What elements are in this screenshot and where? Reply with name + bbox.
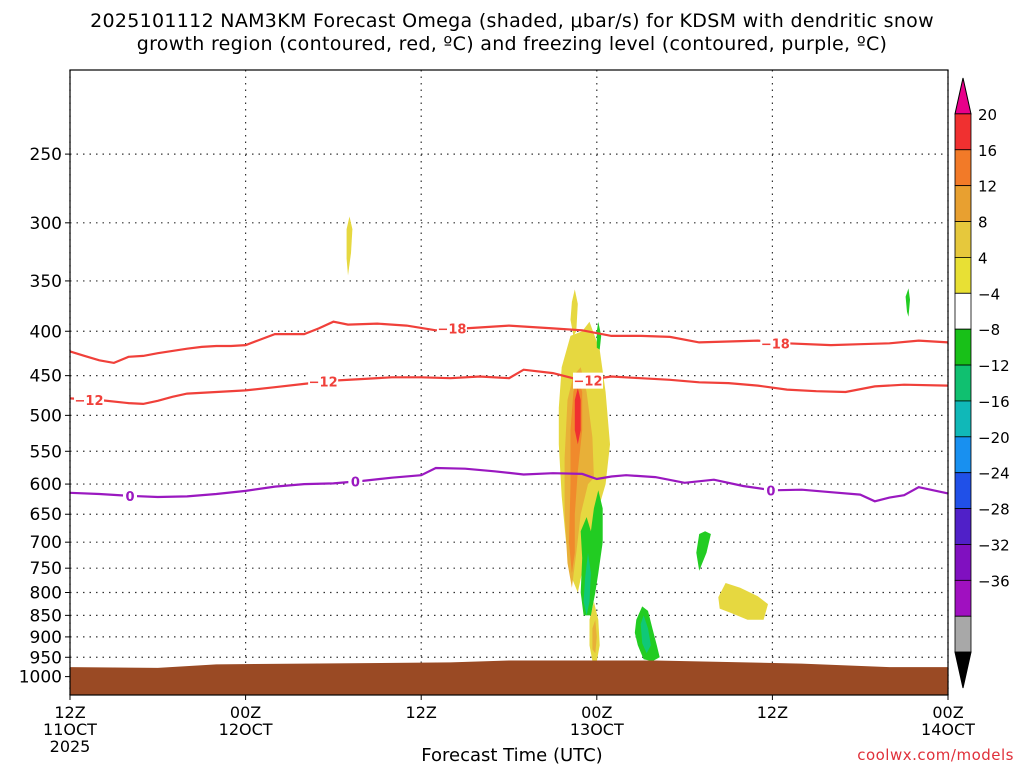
- y-tick-label: 700: [30, 533, 62, 553]
- y-tick-label: 450: [30, 367, 62, 387]
- omega-region-1: [570, 289, 578, 336]
- chart-title-line2: growth region (contoured, red, ºC) and f…: [136, 33, 888, 55]
- x-axis-title: Forecast Time (UTC): [421, 745, 603, 766]
- y-tick-label: 900: [30, 628, 62, 648]
- y-tick-label: 1000: [19, 668, 62, 688]
- x-tick-label: 14OCT: [921, 720, 975, 739]
- colorbar-segment: [954, 185, 972, 222]
- y-tick-label: 650: [30, 505, 62, 525]
- colorbar-label: −32: [978, 536, 1010, 554]
- colorbar-segment: [954, 113, 972, 151]
- colorbar-label: −16: [978, 393, 1010, 411]
- y-tick-label: 850: [30, 606, 62, 626]
- contour-label-bg: [573, 372, 604, 389]
- omega-region-13: [640, 615, 651, 654]
- contour-label-bg: [348, 473, 363, 490]
- plot-frame: [69, 69, 949, 696]
- contour-label: −18: [437, 322, 466, 337]
- colorbar-segment: [954, 436, 972, 474]
- colorbar-label: −36: [978, 572, 1010, 590]
- contour-label: −12: [75, 394, 104, 409]
- colorbar-segment: [954, 292, 972, 330]
- x-tick-label: 12Z: [54, 703, 85, 722]
- omega-region-7: [592, 619, 597, 654]
- y-tick-label: 800: [30, 584, 62, 604]
- chart-title-line1: 2025101112 NAM3KM Forecast Omega (shaded…: [90, 10, 934, 32]
- colorbar-segment: [954, 544, 972, 581]
- colorbar-label: −20: [978, 429, 1010, 447]
- contour-line-2: [69, 466, 949, 503]
- y-tick-label: 400: [30, 322, 62, 342]
- x-tick-label: 11OCT: [43, 720, 97, 739]
- y-tick-label: 600: [30, 475, 62, 495]
- colorbar-segment: [954, 508, 972, 545]
- contour-label-bg: [308, 373, 339, 390]
- contour-line-0: [69, 320, 949, 365]
- contour-label: −12: [309, 375, 338, 390]
- colorbar-label: 16: [978, 142, 997, 160]
- contour-label-bg: [760, 335, 791, 352]
- y-tick-label: 350: [30, 272, 62, 292]
- colorbar-segment: [954, 472, 972, 509]
- omega-region-0: [346, 216, 353, 276]
- y-tick-label: 300: [30, 214, 62, 234]
- colorbar-segment: [954, 257, 972, 294]
- colorbar-label: −4: [978, 285, 1000, 303]
- contour-label-bg: [74, 391, 105, 408]
- colorbar-label: −28: [978, 501, 1010, 519]
- omega-region-5: [574, 388, 581, 445]
- colorbar-segment: [954, 364, 972, 402]
- contour-label-bg: [436, 320, 467, 337]
- x-tick-label: 2025: [50, 737, 91, 756]
- x-tick-label: 00Z: [932, 703, 963, 722]
- contour-label: 0: [351, 476, 360, 491]
- contour-label-bg: [122, 487, 137, 504]
- colorbar-segment: [954, 579, 972, 617]
- colorbar-segment: [954, 221, 972, 258]
- colorbar-segment: [954, 328, 972, 366]
- terrain-surface: [70, 660, 948, 695]
- contour-label-bg: [763, 482, 778, 499]
- credit-link[interactable]: coolwx.com/models: [857, 746, 1014, 764]
- x-tick-label: 12Z: [406, 703, 437, 722]
- omega-region-11: [596, 321, 602, 350]
- colorbar-segment: [954, 149, 972, 187]
- omega-region-15: [905, 288, 910, 317]
- colorbar-arrow-bottom: [954, 651, 972, 689]
- contour-label: −12: [574, 375, 603, 390]
- y-tick-label: 500: [30, 406, 62, 426]
- y-tick-label: 250: [30, 145, 62, 165]
- colorbar-label: 20: [978, 106, 997, 124]
- contour-label: −18: [761, 337, 790, 352]
- omega-region-10: [583, 552, 591, 616]
- x-tick-label: 00Z: [230, 703, 261, 722]
- omega-region-14: [696, 531, 711, 571]
- x-tick-label: 12OCT: [219, 720, 273, 739]
- omega-region-8: [718, 583, 768, 620]
- colorbar-segment: [954, 400, 972, 438]
- plot-area: [70, 70, 948, 695]
- colorbar-segment: [954, 615, 972, 653]
- colorbar-label: 8: [978, 214, 988, 232]
- contour-line-1: [69, 368, 949, 406]
- colorbar-label: 12: [978, 178, 997, 196]
- y-tick-label: 950: [30, 648, 62, 668]
- x-tick-label: 00Z: [581, 703, 612, 722]
- colorbar-label: −12: [978, 357, 1010, 375]
- colorbar-arrow-top: [954, 77, 972, 115]
- colorbar-label: 4: [978, 249, 988, 267]
- colorbar-label: −8: [978, 321, 1000, 339]
- contour-label: 0: [125, 490, 134, 505]
- y-tick-label: 550: [30, 442, 62, 462]
- contour-label: 0: [766, 484, 775, 499]
- colorbar-label: −24: [978, 465, 1010, 483]
- x-tick-label: 13OCT: [570, 720, 624, 739]
- y-tick-label: 750: [30, 559, 62, 579]
- x-tick-label: 12Z: [757, 703, 788, 722]
